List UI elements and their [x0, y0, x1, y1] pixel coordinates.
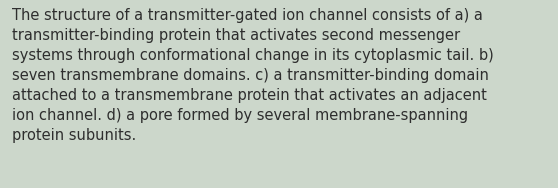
- Text: The structure of a transmitter-gated ion channel consists of a) a
transmitter-bi: The structure of a transmitter-gated ion…: [12, 8, 494, 143]
